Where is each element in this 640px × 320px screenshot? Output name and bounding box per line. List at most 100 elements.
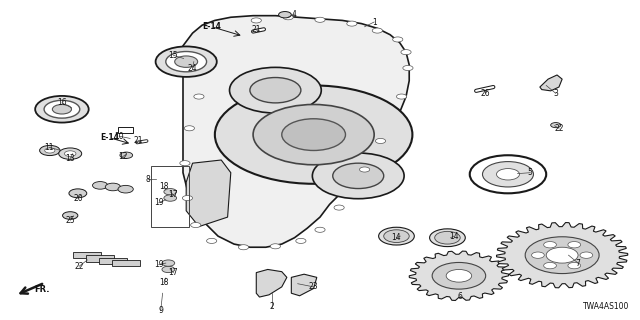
Text: 21: 21 xyxy=(252,25,261,35)
Circle shape xyxy=(568,262,580,269)
Circle shape xyxy=(251,18,261,23)
Circle shape xyxy=(379,227,414,245)
Circle shape xyxy=(550,123,561,128)
Circle shape xyxy=(543,242,556,248)
Circle shape xyxy=(180,161,190,166)
Circle shape xyxy=(93,181,108,189)
Circle shape xyxy=(182,196,193,201)
Text: 23: 23 xyxy=(309,282,319,292)
Circle shape xyxy=(543,262,556,269)
Circle shape xyxy=(239,245,248,250)
Bar xyxy=(86,255,114,261)
Text: 18: 18 xyxy=(159,278,168,287)
Text: 15: 15 xyxy=(168,51,179,60)
Circle shape xyxy=(283,15,293,20)
Text: 2: 2 xyxy=(270,302,275,311)
Circle shape xyxy=(59,148,82,159)
Text: 18: 18 xyxy=(159,182,168,191)
Circle shape xyxy=(118,185,133,193)
Circle shape xyxy=(230,68,321,113)
Circle shape xyxy=(525,237,599,274)
Circle shape xyxy=(250,77,301,103)
Circle shape xyxy=(360,167,370,172)
Circle shape xyxy=(580,252,593,258)
Circle shape xyxy=(315,227,325,232)
Circle shape xyxy=(194,94,204,99)
Text: 5: 5 xyxy=(528,168,532,177)
Circle shape xyxy=(175,56,198,68)
Text: 24: 24 xyxy=(188,63,197,73)
Circle shape xyxy=(105,183,120,191)
Circle shape xyxy=(432,262,486,289)
Text: 8: 8 xyxy=(145,174,150,184)
Text: 14: 14 xyxy=(392,233,401,242)
Circle shape xyxy=(435,231,460,244)
Circle shape xyxy=(546,247,578,263)
Text: FR.: FR. xyxy=(35,284,50,294)
Circle shape xyxy=(207,238,217,244)
Text: 26: 26 xyxy=(481,89,490,98)
Circle shape xyxy=(334,205,344,210)
Circle shape xyxy=(207,56,217,61)
Bar xyxy=(99,258,127,264)
Polygon shape xyxy=(409,251,509,300)
Text: 19: 19 xyxy=(154,260,164,269)
Text: 21: 21 xyxy=(134,136,143,146)
Text: 16: 16 xyxy=(57,99,67,108)
Text: E-14: E-14 xyxy=(202,22,221,31)
Circle shape xyxy=(164,195,177,201)
Circle shape xyxy=(372,28,383,33)
Circle shape xyxy=(156,46,217,77)
Circle shape xyxy=(253,105,374,165)
Text: 17: 17 xyxy=(168,268,179,277)
Circle shape xyxy=(384,230,409,243)
Circle shape xyxy=(282,119,346,150)
Circle shape xyxy=(184,126,195,131)
Circle shape xyxy=(166,52,207,72)
Circle shape xyxy=(497,169,520,180)
Circle shape xyxy=(376,139,386,143)
Circle shape xyxy=(215,85,412,184)
Circle shape xyxy=(162,266,175,273)
Circle shape xyxy=(333,163,384,188)
Circle shape xyxy=(532,252,544,258)
Circle shape xyxy=(401,50,411,55)
Bar xyxy=(118,127,133,133)
Circle shape xyxy=(393,37,403,42)
Text: 22: 22 xyxy=(74,262,84,271)
Text: 19: 19 xyxy=(154,198,164,207)
Circle shape xyxy=(35,96,89,123)
Bar xyxy=(74,252,101,258)
Circle shape xyxy=(69,189,87,198)
Circle shape xyxy=(315,17,325,22)
Text: E-14: E-14 xyxy=(100,133,119,142)
Text: 9: 9 xyxy=(158,306,163,315)
Polygon shape xyxy=(183,16,409,247)
Text: 13: 13 xyxy=(65,154,75,163)
Text: TWA4AS100: TWA4AS100 xyxy=(582,302,629,311)
Circle shape xyxy=(347,21,357,26)
Polygon shape xyxy=(540,75,562,91)
Circle shape xyxy=(429,229,465,247)
Circle shape xyxy=(44,100,80,118)
Circle shape xyxy=(270,244,280,249)
Text: 11: 11 xyxy=(44,143,54,152)
Circle shape xyxy=(278,12,291,18)
Circle shape xyxy=(63,212,78,219)
Text: 1: 1 xyxy=(372,18,376,27)
Text: 4: 4 xyxy=(292,10,297,19)
Circle shape xyxy=(120,152,132,158)
Circle shape xyxy=(396,94,406,99)
Text: 10: 10 xyxy=(115,132,124,141)
Polygon shape xyxy=(256,269,287,297)
Polygon shape xyxy=(497,222,628,288)
Circle shape xyxy=(296,238,306,244)
Circle shape xyxy=(403,66,413,70)
Circle shape xyxy=(65,151,76,156)
Text: 6: 6 xyxy=(458,292,463,301)
Circle shape xyxy=(446,269,472,282)
Text: 17: 17 xyxy=(168,190,179,199)
Text: 20: 20 xyxy=(73,194,83,203)
Circle shape xyxy=(45,148,55,153)
Circle shape xyxy=(312,153,404,199)
